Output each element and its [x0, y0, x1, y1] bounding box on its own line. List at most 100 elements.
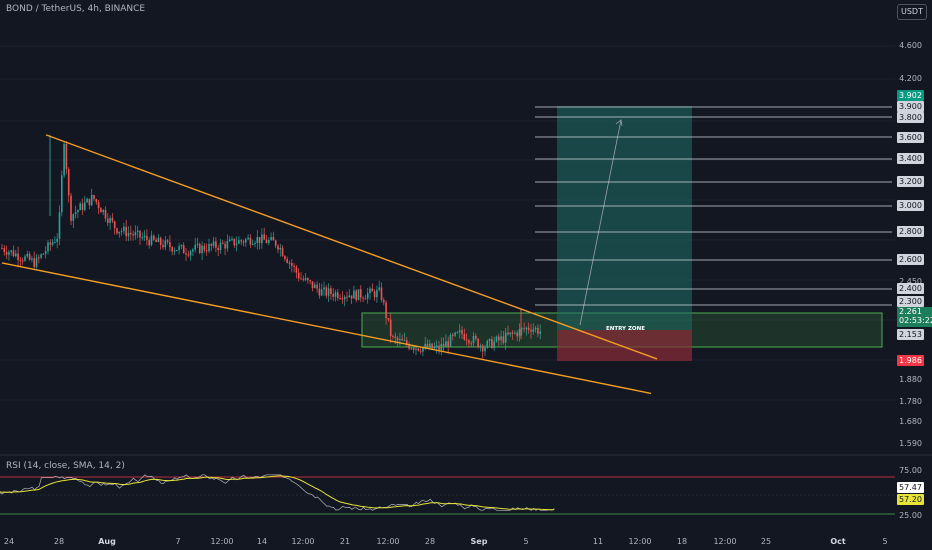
rsi-pane[interactable]	[0, 454, 932, 515]
candle-body	[49, 242, 52, 245]
candle-body	[245, 239, 247, 243]
rsi-axis-label: 25.00	[899, 511, 922, 520]
candle-body	[394, 336, 397, 339]
candle-body	[70, 195, 72, 221]
candle-body	[539, 331, 541, 334]
candle-body	[364, 298, 367, 300]
time-axis-label: 12:00	[291, 537, 315, 546]
candle-body	[369, 288, 371, 294]
candle-body	[210, 243, 213, 246]
candle-body	[148, 240, 150, 246]
candle-body	[463, 333, 466, 340]
candle-body	[527, 327, 530, 330]
candle-body	[35, 257, 38, 267]
candle-body	[86, 198, 88, 203]
candles[interactable]	[1, 134, 541, 359]
candle-body	[173, 250, 176, 252]
candle-body	[440, 343, 443, 350]
candle-body	[12, 250, 15, 257]
candle-body	[465, 339, 468, 341]
candle-body	[235, 243, 238, 246]
candle-body	[146, 235, 148, 241]
candle-body	[242, 241, 245, 243]
candle-body	[346, 296, 348, 298]
candle-body	[314, 284, 316, 289]
candle-body	[502, 336, 505, 343]
candle-body	[205, 250, 208, 252]
price-axis-label: 4.600	[899, 41, 922, 50]
candle-body	[507, 332, 509, 335]
time-axis-label: 28	[53, 537, 65, 546]
price-axis-label: 2.450	[899, 277, 922, 286]
candle-body	[449, 335, 452, 347]
candle-body	[107, 218, 109, 223]
candle-body	[307, 278, 309, 281]
candle-body	[212, 241, 215, 246]
candle-body	[316, 284, 318, 289]
time-axis-label: Oct	[830, 537, 846, 546]
candle-body	[323, 287, 325, 290]
candle-body	[532, 329, 535, 332]
candle-body	[171, 247, 173, 252]
level-price-tag: 3.800	[897, 112, 924, 123]
time-axis-label: 25	[760, 537, 772, 546]
candle-body	[74, 212, 77, 215]
price-axis-label: 1.880	[899, 375, 922, 384]
zones	[361, 106, 883, 361]
candle-body	[261, 234, 263, 244]
chart-title: BOND / TetherUS, 4h, BINANCE	[6, 4, 146, 14]
candle-body	[217, 247, 219, 251]
candle-body	[477, 338, 479, 348]
candle-body	[238, 240, 240, 244]
candle-body	[44, 251, 47, 254]
candle-body	[10, 250, 12, 253]
candle-body	[182, 245, 185, 254]
candle-body	[42, 253, 45, 255]
candle-body	[334, 292, 337, 297]
candle-body	[337, 292, 339, 299]
candle-body	[424, 343, 426, 348]
candle-body	[164, 240, 167, 248]
candle-body	[63, 143, 65, 176]
candle-body	[500, 336, 502, 341]
candle-body	[33, 258, 35, 267]
candle-body	[228, 239, 231, 242]
candle-body	[311, 281, 314, 289]
candle-body	[286, 258, 288, 263]
level-price-tag: 2.800	[897, 226, 924, 237]
candle-body	[297, 272, 300, 279]
candle-body	[159, 237, 162, 245]
candle-body	[360, 289, 362, 298]
candle-body	[143, 235, 146, 238]
candle-body	[222, 242, 224, 244]
trendlines[interactable]	[1, 134, 658, 395]
candle-body	[484, 347, 486, 352]
time-axis-label: 12:00	[376, 537, 400, 546]
candle-body	[435, 345, 438, 348]
candle-body	[332, 293, 334, 297]
candle-body	[56, 238, 58, 242]
currency-button[interactable]: USDT	[897, 4, 927, 20]
rsi-title: RSI (14, close, SMA, 14, 2)	[6, 461, 125, 471]
candle-body	[47, 242, 49, 252]
time-axis-label: Sep	[470, 537, 488, 546]
candle-body	[116, 228, 118, 234]
candle-body	[504, 332, 507, 343]
time-axis-label: 24	[3, 537, 15, 546]
candle-body	[327, 288, 330, 296]
candle-body	[277, 245, 279, 250]
candle-body	[219, 242, 222, 251]
candle-body	[136, 230, 139, 233]
candle-body	[169, 241, 171, 248]
candle-body	[67, 169, 70, 196]
candle-body	[130, 232, 132, 235]
candle-body	[534, 327, 537, 330]
candle-body	[429, 343, 431, 348]
candle-body	[426, 343, 429, 348]
level-price-tag: 3.900	[897, 101, 924, 112]
candle-body	[396, 338, 399, 341]
rsi-sma-tag: 57.20	[897, 494, 924, 505]
candle-body	[17, 253, 19, 261]
candle-body	[461, 330, 463, 334]
